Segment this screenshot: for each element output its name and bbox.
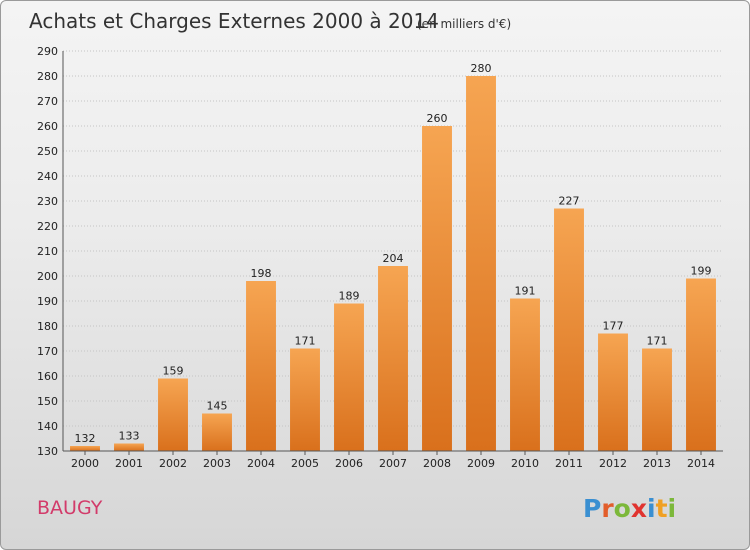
y-tick-label: 290 xyxy=(37,45,58,58)
x-tick-label: 2003 xyxy=(203,457,231,470)
bar-value-label: 227 xyxy=(559,195,580,208)
x-tick-label: 2005 xyxy=(291,457,319,470)
x-tick-label: 2010 xyxy=(511,457,539,470)
bar-value-label: 132 xyxy=(75,432,96,445)
brand-logo: Proxiti xyxy=(583,494,676,523)
x-tick-label: 2011 xyxy=(555,457,583,470)
x-tick-label: 2006 xyxy=(335,457,363,470)
bar-value-label: 177 xyxy=(603,320,624,333)
bar-value-label: 280 xyxy=(471,62,492,75)
bar-value-label: 171 xyxy=(647,335,668,348)
bar-2014 xyxy=(686,278,716,451)
y-tick-label: 250 xyxy=(37,145,58,158)
bar-2002 xyxy=(158,378,188,451)
x-tick-label: 2001 xyxy=(115,457,143,470)
x-tick-label: 2012 xyxy=(599,457,627,470)
y-tick-label: 130 xyxy=(37,445,58,458)
x-tick-label: 2000 xyxy=(71,457,99,470)
bar-2000 xyxy=(70,446,100,451)
x-axis: 2000 2001 2002 2003 2004 2005 2006 2007 2008 2009… xyxy=(63,450,723,470)
bar-2010 xyxy=(510,298,540,451)
y-tick-label: 170 xyxy=(37,345,58,358)
bar-2005 xyxy=(290,348,320,451)
bar-2011 xyxy=(554,208,584,451)
bar-2006 xyxy=(334,303,364,451)
y-tick-label: 200 xyxy=(37,270,58,283)
y-tick-label: 150 xyxy=(37,395,58,408)
y-tick-label: 230 xyxy=(37,195,58,208)
x-tick-label: 2014 xyxy=(687,457,715,470)
y-tick-label: 280 xyxy=(37,70,58,83)
bar-value-label: 191 xyxy=(515,285,536,298)
y-tick-label: 190 xyxy=(37,295,58,308)
bars: 132 133 159 145 198 171 189 204 260 280 191 227 177 1… xyxy=(70,62,716,451)
y-tick-label: 180 xyxy=(37,320,58,333)
bar-value-label: 204 xyxy=(383,252,404,265)
bar-value-label: 198 xyxy=(251,267,272,280)
bar-2012 xyxy=(598,333,628,451)
bar-2008 xyxy=(422,126,452,451)
y-tick-label: 240 xyxy=(37,170,58,183)
bar-2013 xyxy=(642,348,672,451)
x-tick-label: 2007 xyxy=(379,457,407,470)
y-tick-label: 270 xyxy=(37,95,58,108)
bar-2001 xyxy=(114,443,144,451)
bar-2007 xyxy=(378,266,408,451)
bar-value-label: 260 xyxy=(427,112,448,125)
bar-2009 xyxy=(466,76,496,451)
y-tick-label: 210 xyxy=(37,245,58,258)
y-axis: 130 140 150 160 170 180 190 200 210 220 230 240 250 2… xyxy=(37,45,64,458)
x-tick-label: 2008 xyxy=(423,457,451,470)
bar-2003 xyxy=(202,413,232,451)
bar-value-label: 159 xyxy=(163,365,184,378)
x-tick-label: 2009 xyxy=(467,457,495,470)
x-tick-label: 2002 xyxy=(159,457,187,470)
bar-value-label: 189 xyxy=(339,290,360,303)
bar-value-label: 133 xyxy=(119,430,140,443)
bar-value-label: 199 xyxy=(691,265,712,278)
x-tick-label: 2013 xyxy=(643,457,671,470)
y-tick-label: 220 xyxy=(37,220,58,233)
bar-value-label: 145 xyxy=(207,400,228,413)
y-tick-label: 160 xyxy=(37,370,58,383)
y-tick-label: 140 xyxy=(37,420,58,433)
bar-value-label: 171 xyxy=(295,335,316,348)
y-tick-label: 260 xyxy=(37,120,58,133)
chart-subtitle: (en milliers d'€) xyxy=(417,17,511,31)
city-name: BAUGY xyxy=(37,497,103,519)
chart-title: Achats et Charges Externes 2000 à 2014 xyxy=(29,9,439,33)
bar-2004 xyxy=(246,281,276,451)
x-tick-label: 2004 xyxy=(247,457,275,470)
